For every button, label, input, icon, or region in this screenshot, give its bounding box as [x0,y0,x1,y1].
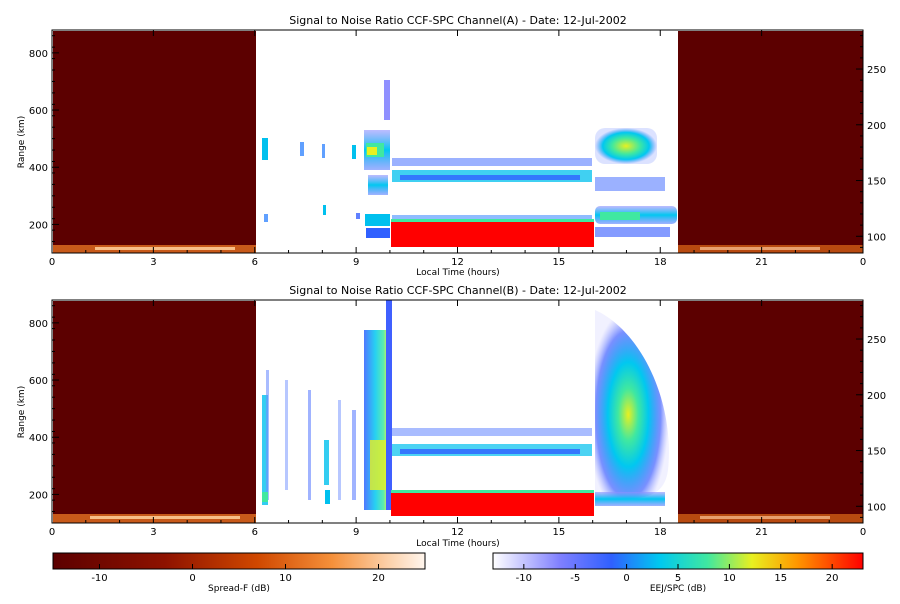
panel-b-xlabel: Local Time (hours) [416,539,499,549]
colorbar-tick-label: 10 [279,573,292,584]
colorbar-tick-label: -10 [516,573,532,584]
panel-a-spreadf-band-right-hi [700,247,820,250]
y2-tick-label: 150 [867,177,886,188]
panel-b-eej-edge [391,490,594,493]
panel-b-spreadf-band-right-hi [700,516,830,519]
x-tick-label: 6 [252,527,258,538]
y2-tick-label: 200 [867,391,886,402]
colorbar-tick-label: 20 [372,573,385,584]
y-tick-label: 400 [29,433,48,444]
panel-a-spreadf-right [678,31,863,253]
panel-b: Signal to Noise Ratio CCF-SPC Channel(B)… [17,284,886,549]
colorbar-tick-label: 15 [774,573,787,584]
panel-a-axes: 0 3 6 9 12 15 18 21 0 200 400 600 800 100 150 200 250 [29,30,886,268]
x-tick-label: 15 [553,257,566,268]
x-tick-label: 6 [252,257,258,268]
x-tick-label: 18 [654,257,667,268]
x-tick-label: 3 [150,527,156,538]
x-tick-label: 0 [49,527,55,538]
x-tick-label: 3 [150,257,156,268]
panel-a-spreadf-band-left-hi [95,247,235,250]
panel-b-eej-block [391,492,594,516]
colorbar-spreadf-ticks: -10 0 10 20 [91,564,385,584]
colorbar-eej: -10 -5 0 5 10 15 20 EEJ/SPC (dB) [492,552,864,594]
y-tick-label: 600 [29,376,48,387]
panel-a-f-layers [392,158,592,220]
panel-a-afternoon-plume [595,128,677,237]
x-tick-label: 0 [49,257,55,268]
y-tick-label: 400 [29,163,48,174]
colorbar-tick-label: 20 [826,573,839,584]
panel-b-spreadf-left [53,301,256,523]
x-tick-label: 12 [451,257,464,268]
colorbar-eej-ticks: -10 -5 0 5 10 15 20 [516,564,839,584]
y2-tick-label: 200 [867,121,886,132]
colorbar-spreadf-bar [52,552,426,570]
x-tick-label: 21 [755,527,768,538]
colorbar-tick-label: 10 [723,573,736,584]
colorbar-eej-label: EEJ/SPC (dB) [650,584,706,594]
y2-tick-label: 250 [867,65,886,76]
panel-a-pre-eej-column [364,80,390,238]
y2-tick-label: 100 [867,502,886,513]
panel-a-ylabel: Range (km) [17,116,27,168]
colorbar-tick-label: -10 [91,573,107,584]
y-tick-label: 800 [29,319,48,330]
y2-tick-label: 250 [867,335,886,346]
panel-b-axes: 0 3 6 9 12 15 18 21 0 200 400 600 800 100 150 200 250 [29,300,886,538]
colorbar-spreadf: -10 0 10 20 Spread-F (dB) [52,552,426,594]
x-tick-label: 21 [755,257,768,268]
colorbar-tick-label: 5 [675,573,681,584]
y2-tick-label: 150 [867,447,886,458]
panel-a-title: Signal to Noise Ratio CCF-SPC Channel(A)… [289,14,627,27]
colorbar-tick-label: 0 [623,573,629,584]
x-tick-label: 15 [553,527,566,538]
colorbar-tick-label: -5 [570,573,580,584]
x-tick-label: 0 [860,257,866,268]
x-tick-label: 18 [654,527,667,538]
panel-b-spreadf-band-left-hi [90,516,240,519]
panel-a-eej-edge [391,219,594,222]
panel-a-eej-block [391,221,594,247]
colorbar-tick-label: 0 [189,573,195,584]
x-tick-label: 12 [451,527,464,538]
x-tick-label: 9 [353,257,359,268]
panel-b-spreadf-right [678,301,863,523]
panel-b-echo-streaks [262,370,356,505]
panel-b-f-layers [392,428,592,456]
colorbar-spreadf-label: Spread-F (dB) [208,584,270,594]
panel-a-echo-scatter [262,138,360,222]
panel-b-title: Signal to Noise Ratio CCF-SPC Channel(B)… [289,284,627,297]
y-tick-label: 600 [29,106,48,117]
y-tick-label: 200 [29,490,48,501]
panel-a-xlabel: Local Time (hours) [416,268,499,278]
panel-b-afternoon-plume [595,310,669,506]
panel-b-pre-eej-column [364,300,392,510]
y-tick-label: 800 [29,49,48,60]
panel-a: Signal to Noise Ratio CCF-SPC Channel(A)… [17,14,886,278]
y-tick-label: 200 [29,220,48,231]
y2-tick-label: 100 [867,232,886,243]
x-tick-label: 0 [860,527,866,538]
panel-a-spreadf-left [53,31,256,253]
x-tick-label: 9 [353,527,359,538]
panel-b-ylabel: Range (km) [17,386,27,438]
